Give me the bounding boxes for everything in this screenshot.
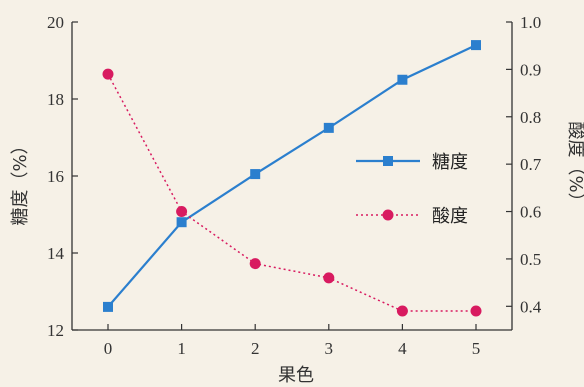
acid-data-point [470,305,482,317]
series-line-acid [107,73,476,312]
acid-data-point [396,305,408,317]
left-y-tick-label: 18 [47,90,64,109]
x-tick-label: 5 [472,339,481,358]
x-tick-label: 1 [177,339,186,358]
left-y-tick-label: 14 [47,244,65,263]
legend-label: 糖度 [432,152,468,173]
right-y-axis-label: 酸度（%） [565,121,584,210]
sugar-data-point [471,40,481,51]
acid-data-point [249,258,261,270]
sugar-data-point [103,301,113,312]
acid-data-point [176,206,188,218]
right-y-tick-label: 0.5 [520,250,541,269]
sugar-data-point [323,122,334,133]
x-axis-label: 果色 [278,365,314,386]
acid-data-point [323,272,335,284]
sugar-data-point [397,74,408,85]
left-y-tick-label: 20 [47,13,64,32]
right-y-tick-label: 0.7 [520,155,542,174]
sugar-data-point [176,217,187,228]
left-y-tick-label: 12 [47,321,64,340]
left-y-tick-label: 16 [47,167,64,186]
series-line-sugar [107,44,477,308]
right-y-tick-label: 1.0 [520,13,541,32]
right-y-tick-label: 0.8 [520,108,541,127]
x-tick-label: 2 [251,339,260,358]
right-y-tick-label: 0.6 [520,203,541,222]
legend-marker-acid [382,209,394,221]
series-layer [102,40,482,317]
acid-data-point [102,68,114,80]
x-tick-label: 0 [104,339,113,358]
right-y-tick-label: 0.9 [520,60,541,79]
right-y-tick-label: 0.4 [520,297,542,316]
left-y-axis-label: 糖度（%） [10,136,31,225]
legend-marker-sugar [383,156,393,166]
x-tick-label: 3 [325,339,334,358]
sugar-data-point [250,169,261,180]
legend-label: 酸度 [432,206,468,227]
x-tick-label: 4 [398,339,407,358]
